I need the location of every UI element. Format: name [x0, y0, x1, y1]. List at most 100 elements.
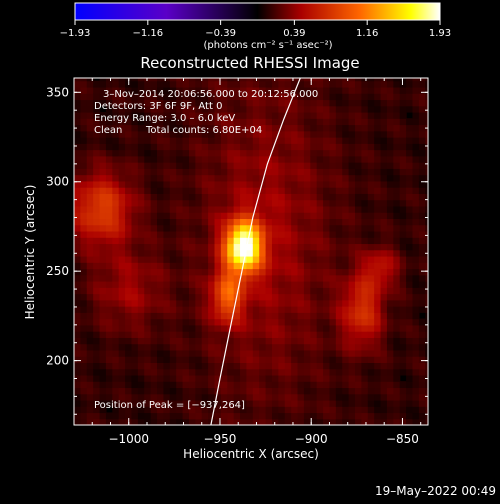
heatmap-cell: [220, 143, 228, 151]
heatmap-cell: [361, 86, 369, 94]
heatmap-cell: [406, 293, 414, 301]
heatmap-cell: [176, 105, 184, 113]
heatmap-cell: [265, 237, 273, 245]
heatmap-cell: [278, 162, 286, 169]
heatmap-cell: [208, 274, 216, 282]
heatmap-cell: [240, 86, 248, 94]
y-tick-label: 300: [46, 175, 69, 189]
heatmap-cell: [93, 349, 101, 357]
heatmap-cell: [169, 406, 177, 414]
heatmap-cell: [169, 212, 177, 220]
heatmap-cell: [131, 187, 139, 194]
heatmap-cell: [208, 293, 216, 301]
heatmap-cell: [284, 393, 292, 401]
heatmap-cell: [112, 168, 120, 176]
heatmap-cell: [252, 205, 260, 213]
heatmap-cell: [93, 237, 101, 245]
heatmap-cell: [393, 80, 401, 88]
heatmap-cell: [252, 393, 260, 401]
heatmap-cell: [125, 137, 133, 144]
heatmap-cell: [342, 393, 350, 401]
heatmap-cell: [233, 212, 241, 220]
heatmap-cell: [246, 343, 254, 351]
heatmap-cell: [348, 362, 356, 370]
heatmap-cell: [214, 199, 222, 207]
heatmap-cell: [323, 343, 331, 351]
heatmap-cell: [80, 356, 88, 363]
heatmap-cell: [86, 368, 94, 376]
heatmap-cell: [188, 281, 196, 288]
heatmap-cell: [246, 218, 254, 226]
heatmap-cell: [208, 86, 216, 94]
heatmap-cell: [303, 118, 311, 126]
heatmap-cell: [195, 387, 203, 395]
heatmap-cell: [105, 162, 113, 169]
heatmap-cell: [342, 124, 350, 132]
heatmap-cell: [150, 393, 158, 401]
heatmap-cell: [86, 130, 94, 138]
heatmap-cell: [150, 111, 158, 119]
heatmap-cell: [342, 118, 350, 126]
heatmap-cell: [112, 337, 120, 345]
heatmap-cell: [380, 255, 388, 263]
heatmap-cell: [361, 374, 369, 382]
heatmap-cell: [374, 387, 382, 395]
heatmap-cell: [99, 255, 107, 263]
heatmap-cell: [412, 105, 420, 113]
heatmap-cell: [259, 187, 267, 194]
heatmap-cell: [144, 174, 152, 182]
heatmap-cell: [176, 262, 184, 270]
heatmap-cell: [316, 343, 324, 351]
heatmap-cell: [252, 243, 260, 251]
heatmap-cell: [425, 287, 428, 295]
heatmap-cell: [112, 230, 120, 238]
heatmap-cell: [169, 362, 177, 370]
heatmap-cell: [176, 418, 184, 425]
heatmap-cell: [150, 268, 158, 276]
heatmap-cell: [303, 255, 311, 263]
heatmap-cell: [291, 218, 299, 226]
heatmap-cell: [418, 230, 426, 238]
heatmap-cell: [125, 212, 133, 220]
heatmap-cell: [284, 149, 292, 157]
heatmap-cell: [348, 212, 356, 220]
heatmap-cell: [367, 343, 375, 351]
heatmap-cell: [310, 274, 318, 282]
heatmap-cell: [335, 299, 343, 307]
heatmap-cell: [367, 274, 375, 282]
x-tick-label: −950: [203, 432, 236, 446]
heatmap-cell: [246, 293, 254, 301]
heatmap-cell: [99, 274, 107, 282]
heatmap-cell: [220, 299, 228, 307]
heatmap-cell: [278, 249, 286, 257]
heatmap-cell: [176, 143, 184, 151]
heatmap-cell: [112, 399, 120, 407]
heatmap-cell: [399, 174, 407, 182]
heatmap-cell: [105, 105, 113, 113]
heatmap-cell: [169, 80, 177, 88]
heatmap-cell: [355, 86, 362, 94]
heatmap-cell: [380, 155, 388, 163]
heatmap-cell: [393, 255, 401, 263]
heatmap-cell: [393, 124, 401, 132]
heatmap-cell: [259, 243, 267, 251]
heatmap-cell: [93, 155, 101, 163]
heatmap-cell: [278, 237, 286, 245]
heatmap-cell: [182, 249, 190, 257]
heatmap-cell: [386, 249, 394, 257]
heatmap-cell: [323, 93, 331, 101]
heatmap-cell: [176, 293, 184, 301]
heatmap-cell: [316, 281, 324, 288]
heatmap-cell: [112, 149, 120, 157]
heatmap-cell: [303, 230, 311, 238]
heatmap-cell: [112, 224, 120, 232]
heatmap-cell: [214, 337, 222, 345]
heatmap-cell: [348, 93, 356, 101]
heatmap-cell: [246, 268, 254, 276]
heatmap-cell: [355, 80, 362, 88]
heatmap-cell: [80, 237, 88, 245]
heatmap-cell: [208, 393, 216, 401]
heatmap-cell: [157, 381, 165, 389]
heatmap-cell: [291, 368, 299, 376]
heatmap-cell: [240, 349, 248, 357]
